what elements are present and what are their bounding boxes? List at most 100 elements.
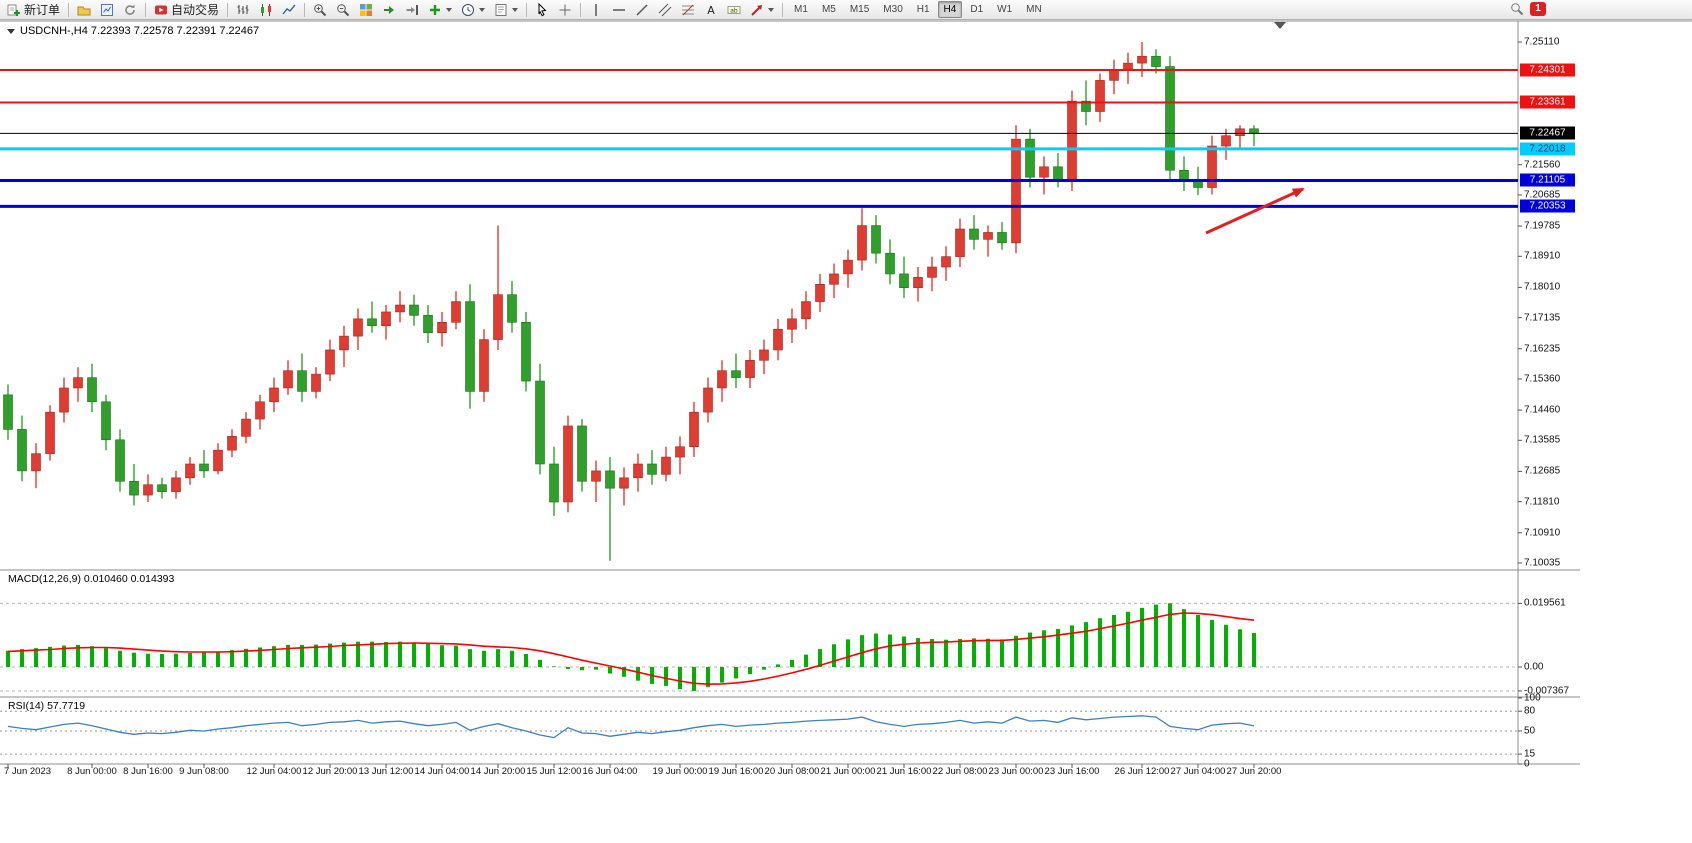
rsi-series: [7, 715, 1255, 739]
periods-button[interactable]: [457, 1, 489, 19]
clock-icon: [462, 3, 475, 16]
tile-windows-icon: [360, 3, 373, 16]
toolbar-separator: [580, 2, 582, 17]
toolbar-separator: [68, 2, 70, 17]
toolbar-separator: [145, 2, 147, 17]
right-offset-marker[interactable]: [1274, 22, 1286, 29]
main-toolbar: 新订单 自动交易: [0, 0, 1692, 20]
indicators-button[interactable]: [424, 1, 456, 19]
cursor-icon: [538, 2, 547, 16]
chevron-down-icon: [768, 7, 775, 12]
candlestick-mode-button[interactable]: [255, 1, 277, 19]
arrow-tool-icon: [751, 4, 763, 16]
chevron-down-icon: [479, 7, 486, 12]
timeframe-h1-button[interactable]: H1: [916, 4, 930, 15]
notification-badge[interactable]: 1: [1530, 2, 1546, 16]
text-label-icon: ab: [727, 5, 741, 14]
candlestick-icon: [261, 3, 272, 16]
new-order-button[interactable]: 新订单: [3, 1, 64, 19]
trendline-tool-button[interactable]: [631, 1, 653, 19]
market-watch-button[interactable]: [96, 1, 118, 19]
text-tool-button[interactable]: A: [700, 1, 722, 19]
chevron-down-icon: [446, 7, 453, 12]
chart-symbol-label[interactable]: USDCNH-,H4 7.22393 7.22578 7.22391 7.224…: [7, 25, 259, 37]
zoom-in-icon: [314, 3, 327, 16]
toolbar-separator: [782, 2, 784, 17]
candlestick-series: [3, 42, 1259, 561]
macd-signal-line: [7, 612, 1255, 686]
auto-trading-label: 自动交易: [171, 3, 220, 17]
symbol-ohlc-text: USDCNH-,H4 7.22393 7.22578 7.22391 7.224…: [20, 25, 260, 37]
channel-icon: [658, 3, 672, 16]
axis-ticks: [7, 41, 1522, 768]
channel-tool-button[interactable]: [654, 1, 676, 19]
vertical-line-icon: [595, 3, 597, 16]
auto-scroll-button[interactable]: [378, 1, 400, 19]
profiles-button[interactable]: [73, 1, 95, 19]
red-arrow-annotation[interactable]: [1205, 187, 1305, 235]
line-chart-mode-button[interactable]: [278, 1, 300, 19]
refresh-icon: [125, 4, 135, 15]
tile-windows-button[interactable]: [355, 1, 377, 19]
timeframe-h4-button[interactable]: H4: [937, 1, 963, 18]
fibonacci-tool-button[interactable]: [677, 1, 699, 19]
text-icon: A: [707, 4, 715, 17]
templates-button[interactable]: [490, 1, 522, 19]
horizontal-line-tool-button[interactable]: [608, 1, 630, 19]
chart-shift-icon: [406, 4, 419, 15]
svg-text:A: A: [707, 4, 715, 17]
horizontal-line-icon: [613, 8, 626, 11]
timeframe-m5-button[interactable]: M5: [821, 4, 836, 15]
macd-series: [6, 603, 1256, 691]
chevron-down-icon: [512, 7, 519, 12]
annotations: [1205, 187, 1305, 235]
timeframe-w1-button[interactable]: W1: [997, 4, 1013, 15]
profiles-folder-icon: [77, 6, 91, 15]
toolbar-separator: [227, 2, 229, 17]
zoom-out-icon: [337, 3, 350, 16]
macd-indicator-label: MACD(12,26,9) 0.010460 0.014393: [8, 573, 175, 585]
markers: [1274, 22, 1286, 29]
label-tool-button[interactable]: ab: [723, 1, 745, 19]
cursor-tool-button[interactable]: [531, 1, 553, 19]
zoom-out-button[interactable]: [332, 1, 354, 19]
indicator-level-lines: [0, 602, 1518, 755]
timeframe-m1-button[interactable]: M1: [794, 4, 808, 15]
bar-chart-mode-button[interactable]: [232, 1, 254, 19]
price-level-lines: [0, 68, 1518, 208]
timeframe-d1-button[interactable]: D1: [970, 4, 984, 15]
crosshair-icon: [559, 4, 571, 15]
fibonacci-icon: [682, 4, 695, 15]
auto-trading-icon: [155, 5, 168, 14]
auto-scroll-icon: [384, 5, 395, 14]
zoom-in-button[interactable]: [309, 1, 331, 19]
trendline-icon: [636, 3, 648, 16]
rsi-indicator-label: RSI(14) 57.7719: [8, 700, 86, 712]
timeframe-mn-button[interactable]: MN: [1026, 4, 1042, 15]
auto-trading-button[interactable]: 自动交易: [150, 1, 223, 19]
arrows-tool-button[interactable]: [746, 1, 778, 19]
crosshair-tool-button[interactable]: [554, 1, 576, 19]
refresh-button[interactable]: [119, 1, 141, 19]
new-order-label: 新订单: [24, 3, 61, 17]
rsi-line: [7, 715, 1255, 739]
line-chart-icon: [282, 4, 296, 14]
chart-shift-button[interactable]: [401, 1, 423, 19]
toolbar-separator: [526, 2, 528, 17]
timeframe-toolbar: M1 M5 M15 M30 H1 H4 D1 W1 MN: [787, 1, 1049, 18]
new-order-icon: [7, 4, 20, 16]
timeframe-m30-button[interactable]: M30: [883, 4, 903, 15]
bar-chart-icon: [237, 4, 249, 14]
template-icon: [495, 3, 507, 16]
toolbar-separator: [304, 2, 306, 17]
search-icon[interactable]: [1510, 2, 1524, 16]
vertical-line-tool-button[interactable]: [585, 1, 607, 19]
toolbar-right-group: 1: [1510, 2, 1546, 16]
indicators-plus-icon: [430, 4, 441, 15]
collapse-chart-icon[interactable]: [7, 28, 15, 34]
market-watch-icon: [101, 3, 114, 16]
timeframe-m15-button[interactable]: M15: [849, 4, 870, 15]
panel-borders: [0, 20, 1692, 765]
svg-text:ab: ab: [730, 7, 738, 14]
